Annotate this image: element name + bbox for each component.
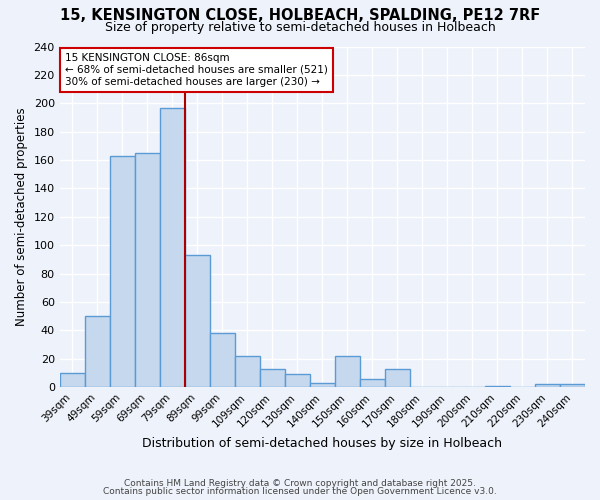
Bar (485, 386, 510, 387)
Text: Size of property relative to semi-detached houses in Holbeach: Size of property relative to semi-detach… (104, 21, 496, 34)
Bar (85, 316, 110, 387)
Bar (310, 383, 335, 387)
X-axis label: Distribution of semi-detached houses by size in Holbeach: Distribution of semi-detached houses by … (142, 437, 502, 450)
Text: 15, KENSINGTON CLOSE, HOLBEACH, SPALDING, PE12 7RF: 15, KENSINGTON CLOSE, HOLBEACH, SPALDING… (60, 8, 540, 22)
Bar (235, 356, 260, 387)
Y-axis label: Number of semi-detached properties: Number of semi-detached properties (15, 108, 28, 326)
Text: Contains public sector information licensed under the Open Government Licence v3: Contains public sector information licen… (103, 486, 497, 496)
Bar (560, 384, 585, 387)
Bar (160, 108, 185, 387)
Bar (535, 384, 560, 387)
Bar (360, 378, 385, 387)
Bar (385, 368, 410, 387)
Text: 15 KENSINGTON CLOSE: 86sqm
← 68% of semi-detached houses are smaller (521)
30% o: 15 KENSINGTON CLOSE: 86sqm ← 68% of semi… (65, 54, 328, 86)
Text: Contains HM Land Registry data © Crown copyright and database right 2025.: Contains HM Land Registry data © Crown c… (124, 478, 476, 488)
Bar (59, 373, 85, 387)
Bar (135, 153, 160, 387)
Bar (185, 255, 210, 387)
Bar (260, 368, 285, 387)
Bar (335, 356, 360, 387)
Bar (210, 333, 235, 387)
Bar (285, 374, 310, 387)
Bar (110, 156, 135, 387)
